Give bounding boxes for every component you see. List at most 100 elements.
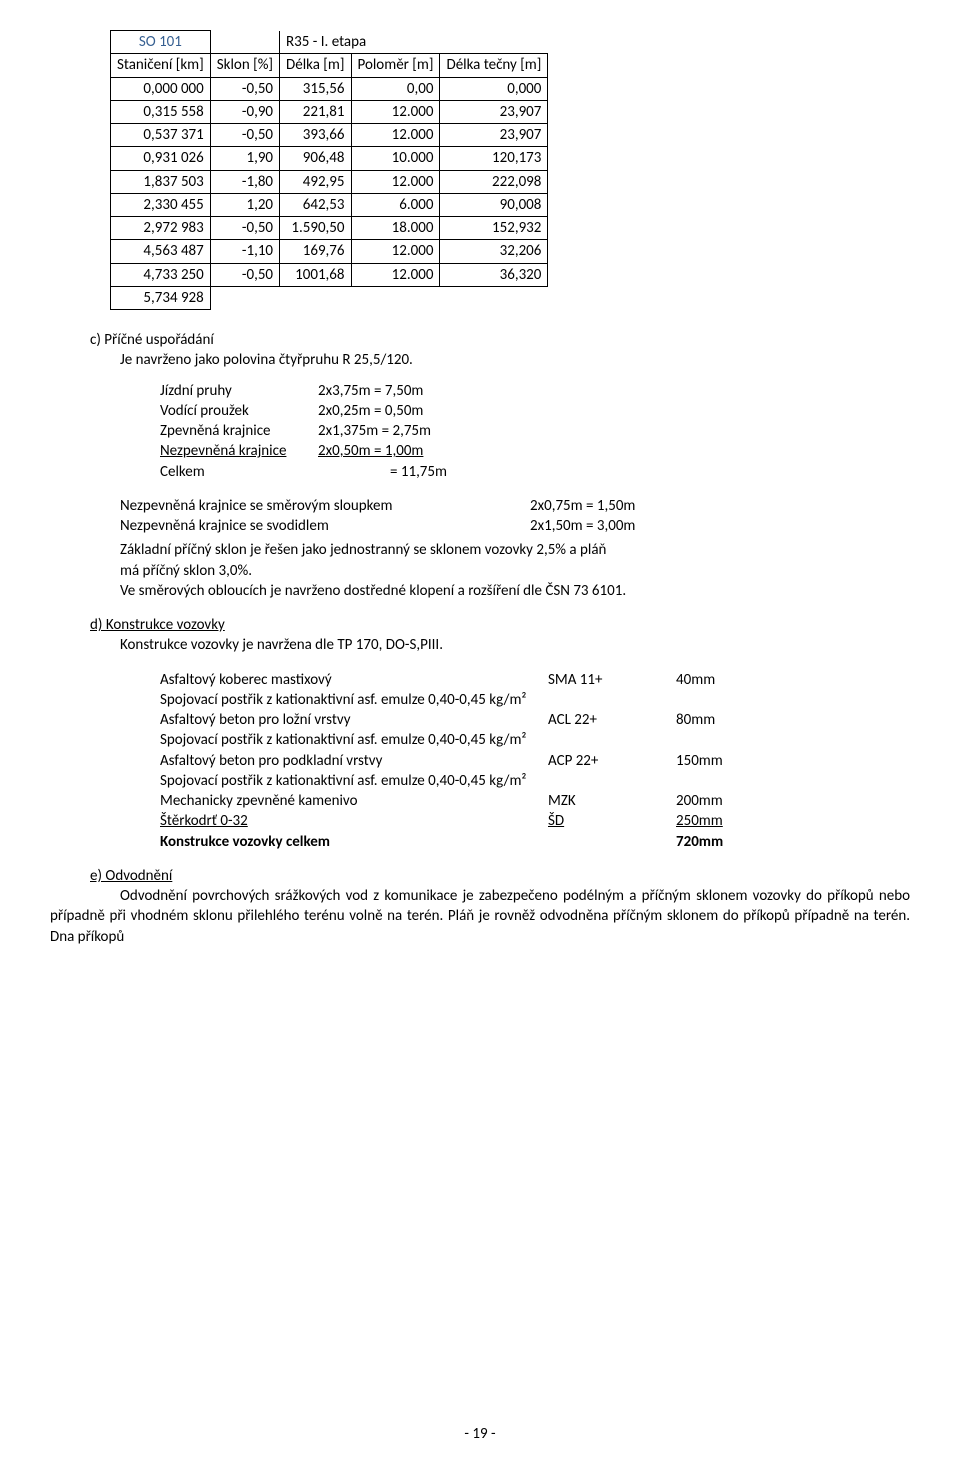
section-c-note1a: Základní příčný sklon je řešen jako jedn…: [120, 540, 910, 560]
layer-cell: ŠD: [548, 811, 676, 831]
layer-cell: Spojovací postřik z kationaktivní asf. e…: [160, 771, 548, 791]
layer-cell: 250mm: [676, 811, 774, 831]
lane-row: Celkem= 11,75m: [160, 462, 455, 482]
col-header: Poloměr [m]: [351, 54, 440, 77]
table-row: 1,837 503-1,80492,9512.000222,098: [111, 170, 548, 193]
table-cell: -0,50: [210, 77, 279, 100]
lane-row: Nezpevněná krajnice2x0,50m = 1,00m: [160, 441, 455, 461]
table-cell: 492,95: [280, 170, 351, 193]
shoulder-table: Nezpevněná krajnice se směrovým sloupkem…: [120, 496, 645, 537]
layer-row: Asfaltový koberec mastixovýSMA 11+40mm: [160, 670, 774, 690]
table-row: 2,330 4551,20642,536.00090,008: [111, 193, 548, 216]
layer-cell: [676, 690, 774, 710]
layers-table: Asfaltový koberec mastixovýSMA 11+40mmSp…: [160, 670, 774, 852]
layer-cell: [676, 730, 774, 750]
table-cell: 120,173: [440, 147, 548, 170]
table-cell: -0,50: [210, 124, 279, 147]
shoulder-row: Nezpevněná krajnice se svodidlem2x1,50m …: [120, 516, 645, 536]
table-cell: 0,537 371: [111, 124, 211, 147]
col-header: Délka [m]: [280, 54, 351, 77]
table-cell: 18.000: [351, 217, 440, 240]
layer-cell: [676, 771, 774, 791]
table-cell: 0,00: [351, 77, 440, 100]
table-cell: [351, 286, 440, 309]
table-cell: 12.000: [351, 100, 440, 123]
table-cell: 221,81: [280, 100, 351, 123]
layer-row: Mechanicky zpevněné kamenivoMZK200mm: [160, 791, 774, 811]
lane-row: Zpevněná krajnice2x1,375m = 2,75m: [160, 421, 455, 441]
layer-cell: 720mm: [676, 832, 774, 852]
layer-cell: 40mm: [676, 670, 774, 690]
table-cell: 36,320: [440, 263, 548, 286]
table-cell: -0,50: [210, 217, 279, 240]
table-cell: 315,56: [280, 77, 351, 100]
col-header: Délka tečny [m]: [440, 54, 548, 77]
layer-cell: 200mm: [676, 791, 774, 811]
lane-row: Jízdní pruhy2x3,75m = 7,50m: [160, 381, 455, 401]
section-c-title: c) Příčné uspořádání: [90, 330, 910, 350]
layer-cell: 80mm: [676, 710, 774, 730]
layer-row: Asfaltový beton pro ložní vrstvyACL 22+8…: [160, 710, 774, 730]
layer-cell: Spojovací postřik z kationaktivní asf. e…: [160, 690, 548, 710]
lane-value: 2x0,25m = 0,50m: [318, 401, 455, 421]
table-cell: -1,80: [210, 170, 279, 193]
layer-row: Spojovací postřik z kationaktivní asf. e…: [160, 730, 774, 750]
table-cell: -0,50: [210, 263, 279, 286]
table-cell: 393,66: [280, 124, 351, 147]
table-cell: 0,000: [440, 77, 548, 100]
table-row: 0,315 558-0,90221,8112.00023,907: [111, 100, 548, 123]
table-cell: 1001,68: [280, 263, 351, 286]
section-c-note2: Ve směrových obloucích je navrženo dostř…: [120, 581, 910, 601]
table-row: 0,537 371-0,50393,6612.00023,907: [111, 124, 548, 147]
shoulder-value: 2x1,50m = 3,00m: [530, 516, 645, 536]
profile-table: SO 101 R35 - I. etapa Staničení [km] Skl…: [110, 30, 548, 310]
table-row: 0,931 0261,90906,4810.000120,173: [111, 147, 548, 170]
etap-label: R35 - I. etapa: [280, 31, 548, 54]
table-row: 5,734 928: [111, 286, 548, 309]
lane-label: Vodící proužek: [160, 401, 318, 421]
table-cell: 23,907: [440, 124, 548, 147]
layer-cell: Mechanicky zpevněné kamenivo: [160, 791, 548, 811]
section-c-note1b: má příčný sklon 3,0%.: [120, 561, 910, 581]
table-header-row: Staničení [km] Sklon [%] Délka [m] Polom…: [111, 54, 548, 77]
layer-cell: Štěrkodrť 0-32: [160, 811, 548, 831]
layer-cell: [548, 832, 676, 852]
layer-cell: Asfaltový beton pro ložní vrstvy: [160, 710, 548, 730]
section-c-intro: Je navrženo jako polovina čtyřpruhu R 25…: [120, 350, 910, 370]
lane-value: = 11,75m: [318, 462, 455, 482]
so-label: SO 101: [111, 31, 211, 54]
table-cell: 0,000 000: [111, 77, 211, 100]
section-d-title: d) Konstrukce vozovky: [90, 616, 225, 634]
table-cell: 4,563 487: [111, 240, 211, 263]
table-cell: 12.000: [351, 124, 440, 147]
table-cell: 10.000: [351, 147, 440, 170]
table-cell: [280, 286, 351, 309]
lane-row: Vodící proužek2x0,25m = 0,50m: [160, 401, 455, 421]
table-cell: 23,907: [440, 100, 548, 123]
table-cell: 2,330 455: [111, 193, 211, 216]
layer-cell: Konstrukce vozovky celkem: [160, 832, 548, 852]
table-cell: 12.000: [351, 240, 440, 263]
layer-row: Asfaltový beton pro podkladní vrstvyACP …: [160, 751, 774, 771]
table-cell: 222,098: [440, 170, 548, 193]
lane-label: Zpevněná krajnice: [160, 421, 318, 441]
shoulder-label: Nezpevněná krajnice se svodidlem: [120, 516, 530, 536]
section-e-title: e) Odvodnění: [90, 867, 172, 885]
table-cell: [440, 286, 548, 309]
layer-cell: [548, 771, 676, 791]
table-cell: 90,008: [440, 193, 548, 216]
layer-cell: MZK: [548, 791, 676, 811]
table-row: 2,972 983-0,501.590,5018.000152,932: [111, 217, 548, 240]
table-cell: 1,20: [210, 193, 279, 216]
table-cell: 5,734 928: [111, 286, 211, 309]
col-header: Sklon [%]: [210, 54, 279, 77]
layer-cell: [548, 730, 676, 750]
layer-cell: [548, 690, 676, 710]
table-cell: 152,932: [440, 217, 548, 240]
page-number: - 19 -: [0, 1424, 960, 1444]
section-d-intro: Konstrukce vozovky je navržena dle TP 17…: [120, 635, 910, 655]
table-cell: 4,733 250: [111, 263, 211, 286]
table-cell: 2,972 983: [111, 217, 211, 240]
section-e-body: Odvodnění povrchových srážkových vod z k…: [50, 886, 910, 947]
lane-table: Jízdní pruhy2x3,75m = 7,50mVodící prouže…: [160, 381, 455, 482]
